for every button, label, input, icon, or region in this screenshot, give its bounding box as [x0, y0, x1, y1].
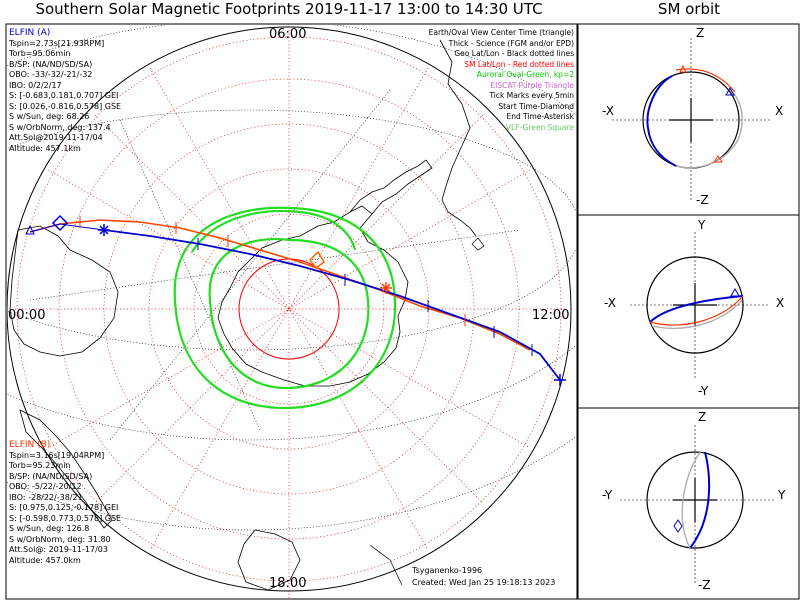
legend-item: Tick Marks every 5min — [489, 91, 574, 100]
elfin-a-start-diamond — [51, 214, 69, 232]
africa-coastline — [237, 529, 301, 591]
orbit-title: SM orbit — [657, 0, 721, 18]
model-credit: Tsyganenko-1996 — [412, 566, 483, 575]
elfin-a-line: Torb=95.06min — [9, 49, 71, 58]
orbit-panel-3 — [620, 425, 775, 585]
elfin-a-line: S: [0.026,-0.816,0.578] GSE — [9, 101, 122, 111]
elfin-a-info: ELFIN (A) Tspin=2.73s[21.93RPM] Torb=95.… — [9, 28, 121, 154]
antarctica-coastline — [217, 205, 409, 387]
elfin-a-line: IBO: 0/2/2/17 — [9, 80, 62, 90]
orbit-1-bottom-label: -Z — [696, 193, 709, 207]
elfin-b-line: S: [0.975,0.125,-0.178] GEI — [9, 503, 119, 512]
map-frame — [5, 23, 578, 600]
legend-item: End Time-Asterisk — [506, 112, 574, 121]
main-title: Southern Solar Magnetic Footprints 2019-… — [35, 0, 543, 18]
orbit-3-bottom-label: -Z — [698, 578, 711, 592]
orbit-panel-2-frame — [577, 214, 800, 409]
elfin-b-line: IBO: -28/22/-38/21 — [9, 492, 83, 502]
elfin-b-line: S w/Sun, deg: 126.8 — [9, 524, 90, 533]
south-america-coastline — [439, 39, 477, 237]
geo-grid — [7, 25, 576, 531]
elfin-b-line: Tspin=3.16s[19.04RPM] — [9, 450, 105, 460]
orbit-3-left-label: -Y — [602, 488, 613, 502]
elfin-a-line: B/SP: (NA/ND/SD/SA) — [9, 59, 93, 69]
legend-item: Auroral Oval-Green, kp=2 — [476, 70, 574, 79]
elfin-b-asterisk — [380, 282, 392, 294]
elfin-a-end-asterisk — [98, 224, 110, 236]
clock-label-bottom: 18:00 — [269, 576, 307, 591]
elfin-b-line: OBO: -5/22/-20/12 — [9, 482, 82, 491]
elfin-b-line: Att.Sol@: 2019-11-17/03 — [9, 545, 108, 554]
legend-item: SM Lat/Lon - Red dotted lines — [464, 59, 574, 69]
elfin-a-line: Att.Sol@2019-11-17/04 — [9, 133, 103, 142]
elfin-a-line: Tspin=2.73s[21.93RPM] — [9, 38, 105, 48]
orbit-2-right-label: X — [776, 296, 785, 310]
elfin-a-ticks — [197, 238, 533, 356]
auroral-oval — [173, 206, 397, 410]
elfin-b-line: Torb=95.23min — [9, 461, 71, 470]
orbit-2-left-label: -X — [604, 296, 616, 310]
map-boundary — [7, 26, 572, 592]
elfin-b-line: Altitude: 457.0km — [9, 555, 81, 565]
elfin-a-line: OBO: -33/-32/-21/-32 — [9, 70, 93, 79]
elfin-a-line: S: [-0.683,0.181,0.707] GEI — [9, 91, 119, 100]
orbit-2-top-label: Y — [698, 218, 706, 232]
elfin-a-line: S w/Sun, deg: 68.26 — [9, 112, 90, 121]
elfin-b-line: B/SP: (NA/ND/SD/SA) — [9, 471, 93, 481]
orbit-3-right-label: Y — [778, 488, 786, 502]
orbit-1-top-label: Z — [696, 26, 705, 40]
elfin-a-track-thin — [29, 223, 105, 233]
legend-item: EISCAT-Purple Triangle — [490, 80, 574, 90]
antarctic-peninsula — [349, 159, 433, 215]
orbit-panel-3-frame — [577, 407, 800, 600]
orbit-1-left-label: -X — [602, 104, 614, 118]
legend-item: VLF-Green Square — [505, 122, 574, 132]
elfin-b-line: S: [-0.598,0.773,0.578] GSE — [9, 513, 122, 523]
elfin-a-line: Altitude: 457.1km — [9, 143, 81, 153]
orbit-panel-1 — [612, 38, 772, 200]
orbit-1-right-label: X — [775, 104, 784, 118]
legend: Earth/Oval View Center Time (triangle) T… — [429, 28, 574, 133]
elfin-b-name: ELFIN (B) — [9, 440, 51, 450]
orbit-panel-2 — [630, 232, 770, 380]
clock-label-left: 00:00 — [8, 308, 46, 323]
elfin-b-info: ELFIN (B) Tspin=3.16s[19.04RPM] Torb=95.… — [9, 440, 121, 566]
orbit-3-top-label: Z — [698, 410, 707, 424]
elfin-a-end-marker — [554, 374, 566, 386]
islands — [471, 237, 485, 251]
legend-item: Geo Lat/Lon - Black dotted lines — [454, 49, 574, 58]
clock-label-right: 12:00 — [532, 308, 570, 323]
new-zealand-coastline — [19, 409, 113, 529]
clock-label-top: 06:00 — [269, 27, 307, 42]
elfin-a-line: S w/OrbNorm, deg: 137.4 — [9, 122, 111, 132]
orbit-2-bottom-label: -Y — [698, 384, 709, 398]
elfin-b-ticks — [79, 216, 466, 326]
australia-coastline — [9, 225, 119, 357]
madagascar-coastline — [369, 544, 403, 586]
legend-item: Earth/Oval View Center Time (triangle) — [428, 28, 574, 37]
elfin-b-center-diamond — [309, 250, 325, 270]
legend-item: Thick - Science (FGM and/or EPD) — [448, 38, 574, 48]
created-timestamp: Created: Wed Jan 25 19:18:13 2023 — [412, 578, 556, 587]
elfin-a-triangle — [25, 224, 35, 235]
elfin-a-track — [103, 229, 561, 381]
elfin-b-line: S w/OrbNorm, deg: 31.80 — [9, 534, 111, 544]
legend-item: Start Time-Diamond — [498, 101, 574, 111]
sm-grid — [15, 30, 565, 598]
elfin-a-name: ELFIN (A) — [9, 28, 51, 38]
